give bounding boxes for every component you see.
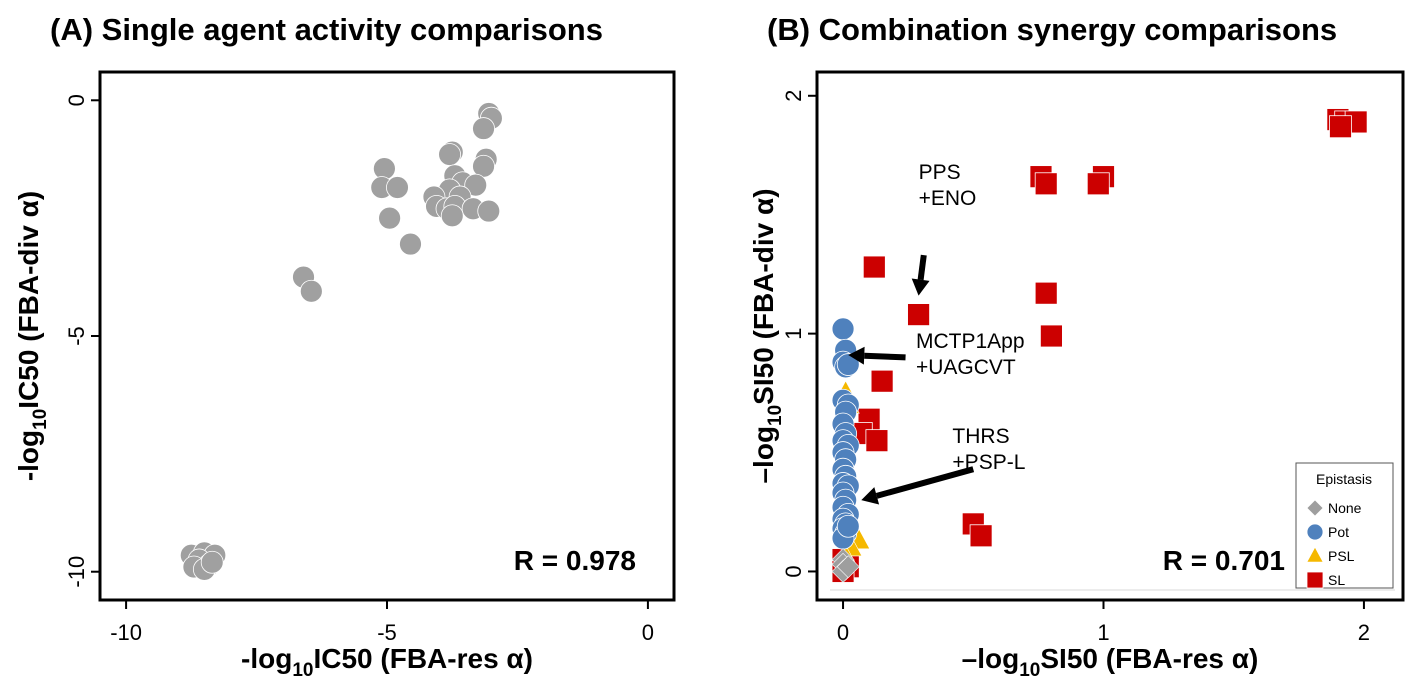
point-sl [1040, 324, 1063, 348]
panel-b-y-tick-label: 1 [781, 327, 806, 339]
scatter-point [200, 550, 224, 574]
panel-a-y-axis-label: -log10IC50 (FBA-div α) [13, 191, 51, 481]
annotation-label: PPS +ENO [919, 161, 977, 210]
panel-b-title: (B) Combination synergy comparisons [767, 12, 1337, 47]
point-pot [836, 353, 860, 376]
point-none [836, 555, 860, 579]
panel-a-plot-frame [98, 70, 676, 602]
legend-label-psl: PSL [1328, 548, 1355, 564]
legend-label-none: None [1328, 500, 1362, 516]
annotation-arrow [864, 352, 906, 361]
legend-title: Epistasis [1316, 471, 1372, 487]
panel-b-x-tick-label: 2 [1358, 620, 1370, 645]
panel-a-points [179, 102, 503, 581]
legend-swatch-sl [1306, 571, 1324, 589]
scatter-point [372, 157, 396, 181]
legend-swatch-none [1306, 499, 1324, 517]
panel-b-y-tick-label: 0 [781, 565, 806, 577]
scatter-point [464, 173, 488, 197]
panel-a-y-tick-label: -10 [64, 556, 89, 588]
legend-swatch-pot [1306, 523, 1324, 541]
panel-b-y-tick-label: 2 [781, 90, 806, 102]
panel-a-x-tick-label: -10 [110, 620, 142, 645]
point-sl [862, 255, 886, 279]
panel-b: (B) Combination synergy comparisons 0 1 20… [748, 12, 1405, 678]
legend-label-pot: Pot [1328, 524, 1349, 540]
scatter-point [299, 279, 323, 303]
panel-a-title: (A) Single agent activity comparisons [50, 12, 603, 47]
annotation-arrowhead [861, 487, 880, 505]
panel-a: (A) Single agent activity comparisons -1… [13, 12, 676, 678]
panel-b-x-tick-label: 0 [837, 620, 849, 645]
panel-a-x-axis-label: -log10IC50 (FBA-res α) [241, 643, 533, 678]
point-sl [1034, 281, 1058, 305]
panel-a-axes: -10 -5 0 -10 -5 0 [64, 94, 654, 645]
point-sl [1329, 115, 1352, 139]
scatter-point [440, 204, 464, 228]
panel-b-y-axis-label: –log10SI50 (FBA-div α) [748, 188, 786, 483]
panel-b-legend: Epistasis None Pot PSL SL [1295, 462, 1394, 589]
annotation-arrow [875, 466, 975, 499]
point-pot [831, 317, 855, 341]
panel-b-x-tick-label: 1 [1097, 620, 1109, 645]
annotation-arrow [917, 254, 927, 281]
panel-a-y-tick-label: -5 [64, 326, 89, 346]
panel-a-x-tick-label: 0 [642, 620, 654, 645]
point-pot [836, 514, 860, 538]
scatter-point [399, 232, 422, 256]
point-sl [969, 524, 993, 548]
scatter-point [378, 206, 402, 230]
point-sl [907, 303, 930, 326]
point-sl [1086, 172, 1110, 196]
scatter-point [438, 143, 462, 166]
panel-b-x-axis-label: –log10SI50 (FBA-res α) [962, 643, 1259, 678]
scatter-point [472, 117, 495, 140]
panel-a-r-value: R = 0.978 [514, 545, 636, 576]
legend-label-sl: SL [1328, 572, 1345, 588]
point-sl [1034, 172, 1058, 196]
annotation-label: MCTP1App +UAGCVT [916, 330, 1025, 379]
panel-b-r-value: R = 0.701 [1163, 545, 1285, 576]
panel-b-axes: 0 1 2 0 1 2 [781, 90, 1370, 645]
point-sl [865, 429, 889, 453]
panel-b-points [831, 108, 1368, 583]
panel-a-x-tick-label: -5 [377, 620, 397, 645]
scatter-point [386, 176, 409, 199]
annotation-arrowhead [848, 346, 865, 365]
annotation-arrowhead [911, 278, 930, 296]
scatter-point [477, 199, 501, 223]
point-sl [870, 369, 894, 393]
panel-a-y-tick-label: 0 [64, 94, 89, 106]
legend-swatch-psl [1306, 546, 1324, 563]
